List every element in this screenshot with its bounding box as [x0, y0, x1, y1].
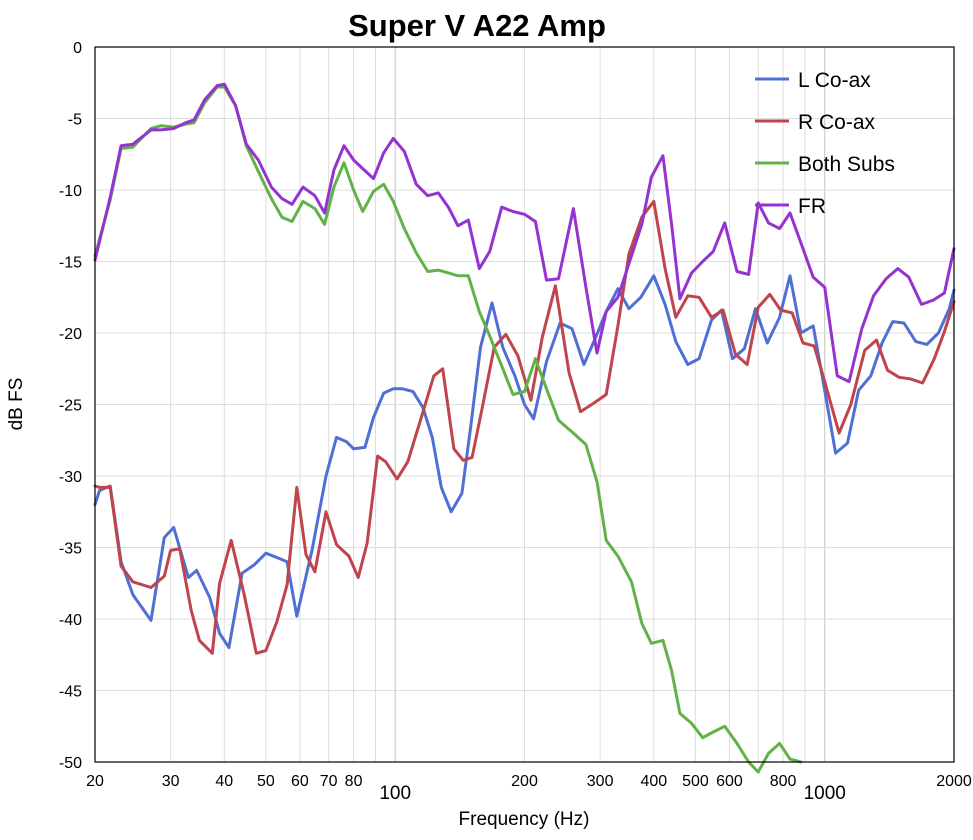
- x-tick-label: 200: [511, 773, 538, 790]
- x-tick-label: 30: [162, 773, 180, 790]
- x-tick-label: 500: [682, 773, 709, 790]
- y-tick-label: -15: [59, 255, 82, 272]
- series-layer: [93, 82, 956, 774]
- series-line: [93, 199, 956, 655]
- y-tick-label: -5: [68, 112, 82, 129]
- series-line: [93, 85, 803, 774]
- y-tick-label: -25: [59, 398, 82, 415]
- x-tick-label: 40: [215, 773, 233, 790]
- plot-frame: [94, 46, 955, 763]
- x-tick-label: 400: [640, 773, 667, 790]
- x-tick-label: 1000: [804, 783, 846, 804]
- x-axis-label: Frequency (Hz): [459, 809, 590, 830]
- x-tick-label: 2000: [936, 773, 972, 790]
- y-tick-label: -20: [59, 326, 82, 343]
- chart-title: Super V A22 Amp: [348, 8, 606, 43]
- x-axis-ticks: 20 30 40 50 60 70 80 100 200 300 400 500 600 800 1000 2…: [86, 773, 972, 804]
- x-tick-label: 800: [770, 773, 797, 790]
- y-tick-label: -30: [59, 469, 82, 486]
- y-tick-label: -40: [59, 612, 82, 629]
- y-axis-ticks: 0 -5 -10 -15 -20 -25 -30 -35 -40 -45 -50: [59, 40, 82, 772]
- y-axis-label: dB FS: [6, 378, 27, 431]
- x-tick-label: 100: [379, 783, 411, 804]
- legend-label: R Co-ax: [798, 111, 876, 134]
- x-tick-label: 300: [587, 773, 614, 790]
- series-line: [93, 82, 956, 384]
- y-tick-label: -45: [59, 684, 82, 701]
- x-tick-label: 80: [345, 773, 363, 790]
- x-tick-label: 70: [320, 773, 338, 790]
- legend-label: FR: [798, 195, 826, 218]
- legend-label: L Co-ax: [798, 69, 871, 92]
- x-tick-label: 60: [291, 773, 309, 790]
- x-tick-label: 50: [257, 773, 275, 790]
- x-tick-label: 600: [716, 773, 743, 790]
- x-tick-label: 20: [86, 773, 104, 790]
- legend-label: Both Subs: [798, 153, 895, 176]
- y-tick-label: 0: [73, 40, 82, 57]
- y-tick-label: -10: [59, 183, 82, 200]
- y-tick-label: -50: [59, 755, 82, 772]
- series-line: [93, 274, 956, 650]
- legend: L Co-ax R Co-ax Both Subs FR: [755, 69, 895, 218]
- y-tick-label: -35: [59, 541, 82, 558]
